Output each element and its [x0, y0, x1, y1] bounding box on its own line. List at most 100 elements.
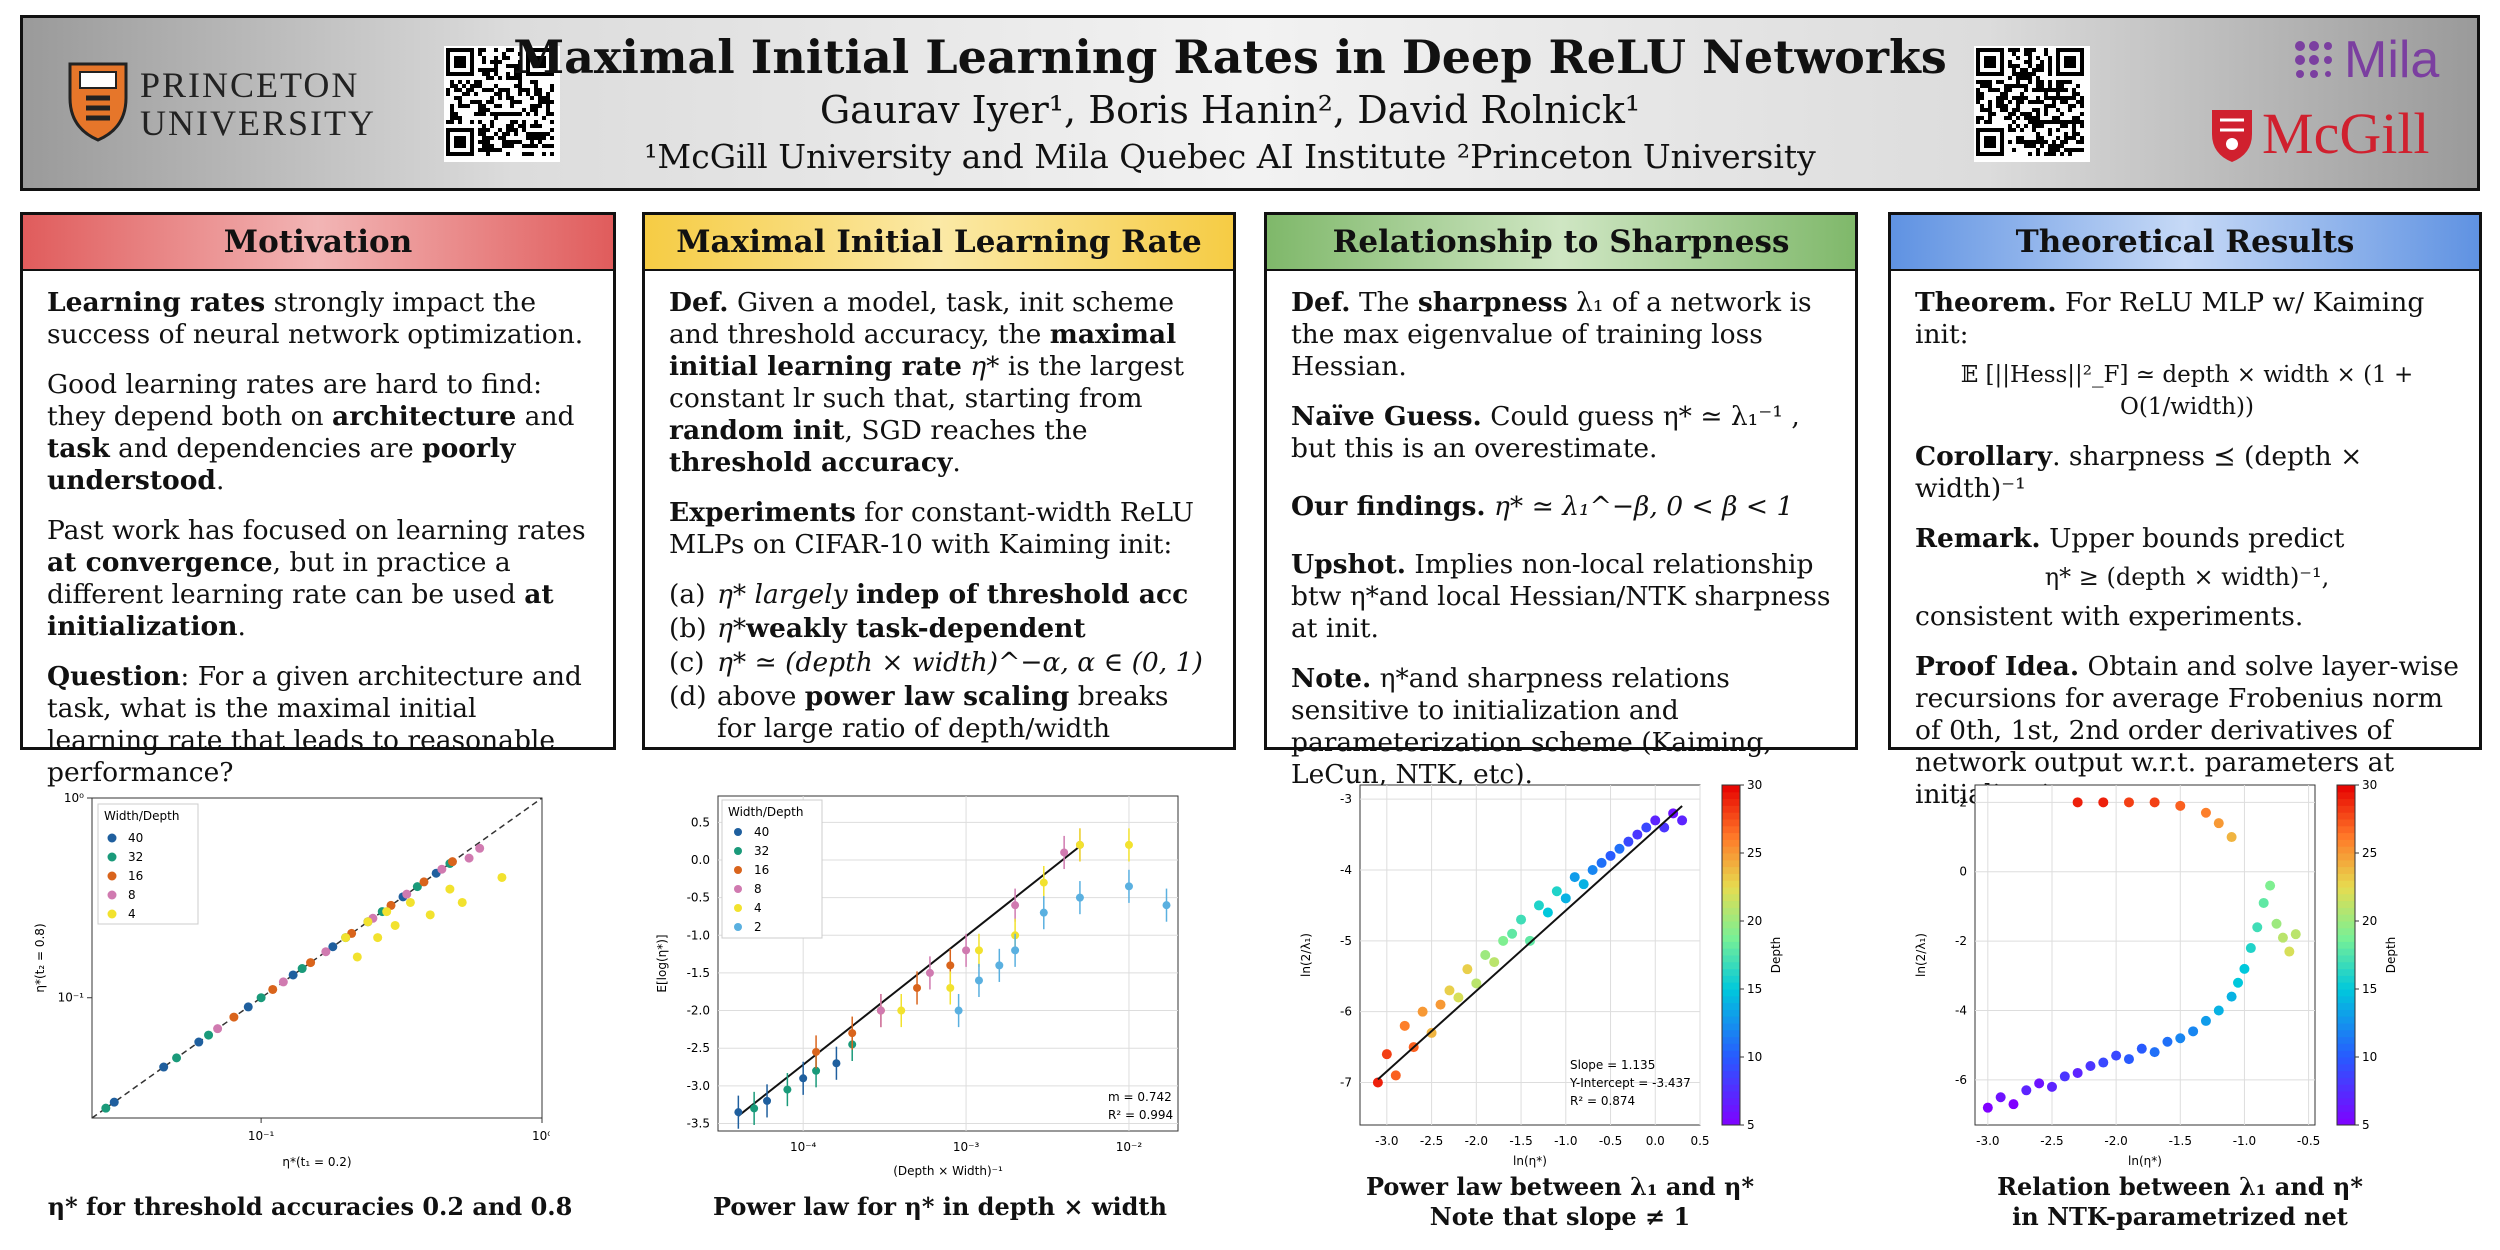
colorbar-segment [2337, 893, 2355, 902]
poster-affiliations: ¹McGill University and Mila Quebec AI In… [644, 137, 1816, 176]
data-point [306, 958, 316, 968]
sharpness-findings: Our findings. η* ≃ λ₁^−β, 0 < β < 1 [1291, 491, 1794, 522]
data-point [457, 897, 467, 907]
colorbar-segment [1722, 880, 1740, 888]
chart-ntk-relation: -3.0 -2.5 -2.0 -1.5 -1.0 -0.5 -6 -4 -2 0 2 ln(η*) ln… [1914, 778, 2398, 1168]
data-point [1489, 957, 1500, 968]
colorbar-segment [1722, 1036, 1740, 1044]
data-point [763, 1096, 772, 1105]
data-point [101, 1103, 111, 1113]
data-point [2200, 807, 2211, 818]
colorbar-segment [1722, 825, 1740, 834]
legend-marker [734, 904, 742, 912]
y-tick-label: -2.0 [687, 1004, 710, 1018]
y-tick-label: 10⁻¹ [58, 991, 85, 1005]
fit-r2-label: R² = 0.994 [1108, 1108, 1173, 1122]
colorbar-segment [2337, 791, 2355, 800]
x-tick-label: 10⁻² [1116, 1140, 1143, 1154]
data-point [412, 882, 422, 892]
mcgill-shield-icon [2212, 110, 2252, 162]
sharpness-panel: Relationship to Sharpness Def. The sharp… [1264, 212, 1858, 790]
data-point [2239, 963, 2250, 974]
data-point [2233, 977, 2244, 988]
legend-marker [107, 852, 117, 862]
data-point [256, 993, 266, 1003]
data-point [2252, 922, 2263, 933]
legend-marker [107, 909, 117, 919]
data-point [1596, 857, 1607, 868]
data-point [419, 877, 429, 887]
colorbar-segment [2337, 785, 2355, 793]
data-point [437, 864, 447, 874]
data-point [1569, 872, 1580, 883]
y-tick-label: 0.0 [691, 853, 710, 867]
colorbar-segment [1722, 791, 1740, 800]
sharpness-header: Relationship to Sharpness [1267, 215, 1855, 271]
x-tick-label: -0.5 [2297, 1134, 2320, 1148]
qr-code-left[interactable] [444, 46, 560, 162]
data-point [1390, 1070, 1401, 1081]
colorbar-label: Depth [2384, 937, 2398, 974]
colorbar-segment [2337, 839, 2355, 847]
colorbar-segment [1722, 914, 1740, 922]
colorbar-segment [1722, 1002, 1740, 1010]
maxlr-definition: Def. Given a model, task, init scheme an… [669, 287, 1184, 478]
colorbar-tick-label: 20 [1747, 914, 1762, 928]
colorbar-segment [1722, 927, 1740, 936]
colorbar-segment [1722, 1043, 1740, 1051]
caption-chart-1: η* for threshold accuracies 0.2 and 0.8 [47, 1192, 573, 1221]
data-point [159, 1062, 169, 1072]
colorbar-segment [2337, 853, 2355, 861]
legend-label: 2 [754, 920, 762, 934]
data-point [2265, 880, 2276, 891]
data-point [954, 1006, 963, 1015]
colorbar-tick-label: 10 [1747, 1050, 1762, 1064]
colorbar-segment [2337, 968, 2355, 976]
data-point [172, 1053, 182, 1063]
data-point [1060, 848, 1069, 857]
sharpness-definition: Def. The sharpness λ₁ of a network is th… [1291, 287, 1812, 382]
data-point [2021, 1085, 2032, 1096]
colorbar-segment [1722, 1111, 1740, 1119]
fit-line [1377, 805, 1683, 1081]
data-point [2175, 800, 2186, 811]
data-point [962, 946, 971, 955]
colorbar-tick-label: 10 [2362, 1050, 2377, 1064]
colorbar-segment [1722, 1118, 1740, 1126]
y-tick-label: -3.0 [687, 1079, 710, 1093]
x-axis-label: η*(t₁ = 0.2) [282, 1155, 351, 1169]
data-point [2290, 929, 2301, 940]
colorbar-segment [2337, 805, 2355, 813]
theory-corollary: Corollary. sharpness ⪯ (depth × width)⁻¹ [1915, 441, 2363, 504]
data-point [204, 1030, 214, 1040]
colorbar-segment [1722, 1104, 1740, 1112]
colorbar-segment [1722, 785, 1740, 793]
colorbar-segment [2337, 873, 2355, 881]
colorbar-segment [1722, 1070, 1740, 1078]
finding-item-d: (d) above power law scaling breaks for la… [669, 681, 1169, 744]
sharpness-upshot: Upshot. Implies non-local relationship b… [1291, 549, 1831, 644]
fit-r2-label: R² = 0.874 [1570, 1094, 1635, 1108]
x-tick-label: -1.5 [2169, 1134, 2192, 1148]
data-point [2098, 797, 2109, 808]
y-tick-label: -1.0 [687, 928, 710, 942]
colorbar-frame [2336, 784, 2356, 1126]
data-point [328, 942, 338, 952]
y-tick-label: -7 [1340, 1076, 1352, 1090]
x-tick-label: -1.0 [2233, 1134, 2256, 1148]
chart-sharpness-power-law: -3.0 -2.5 -2.0 -1.5 -1.0 -0.5 0.0 0.5 -7 -6 -5 -4 -3… [1299, 778, 1783, 1168]
x-tick-label: 10⁻¹ [248, 1129, 275, 1143]
theory-body: Theorem. For ReLU MLP w/ Kaiming init: 𝔼… [1915, 287, 2459, 829]
data-point [799, 1074, 808, 1083]
colorbar-segment [2337, 934, 2355, 942]
data-point [297, 964, 307, 974]
fit-line [737, 845, 1081, 1117]
data-point [876, 1006, 885, 1015]
colorbar-segment [1722, 805, 1740, 813]
qr-code-right[interactable] [1974, 46, 2090, 162]
data-point [1641, 822, 1652, 833]
data-point [1516, 914, 1527, 925]
data-point [1039, 908, 1048, 917]
data-point [974, 976, 983, 985]
colorbar-segment [1722, 968, 1740, 976]
